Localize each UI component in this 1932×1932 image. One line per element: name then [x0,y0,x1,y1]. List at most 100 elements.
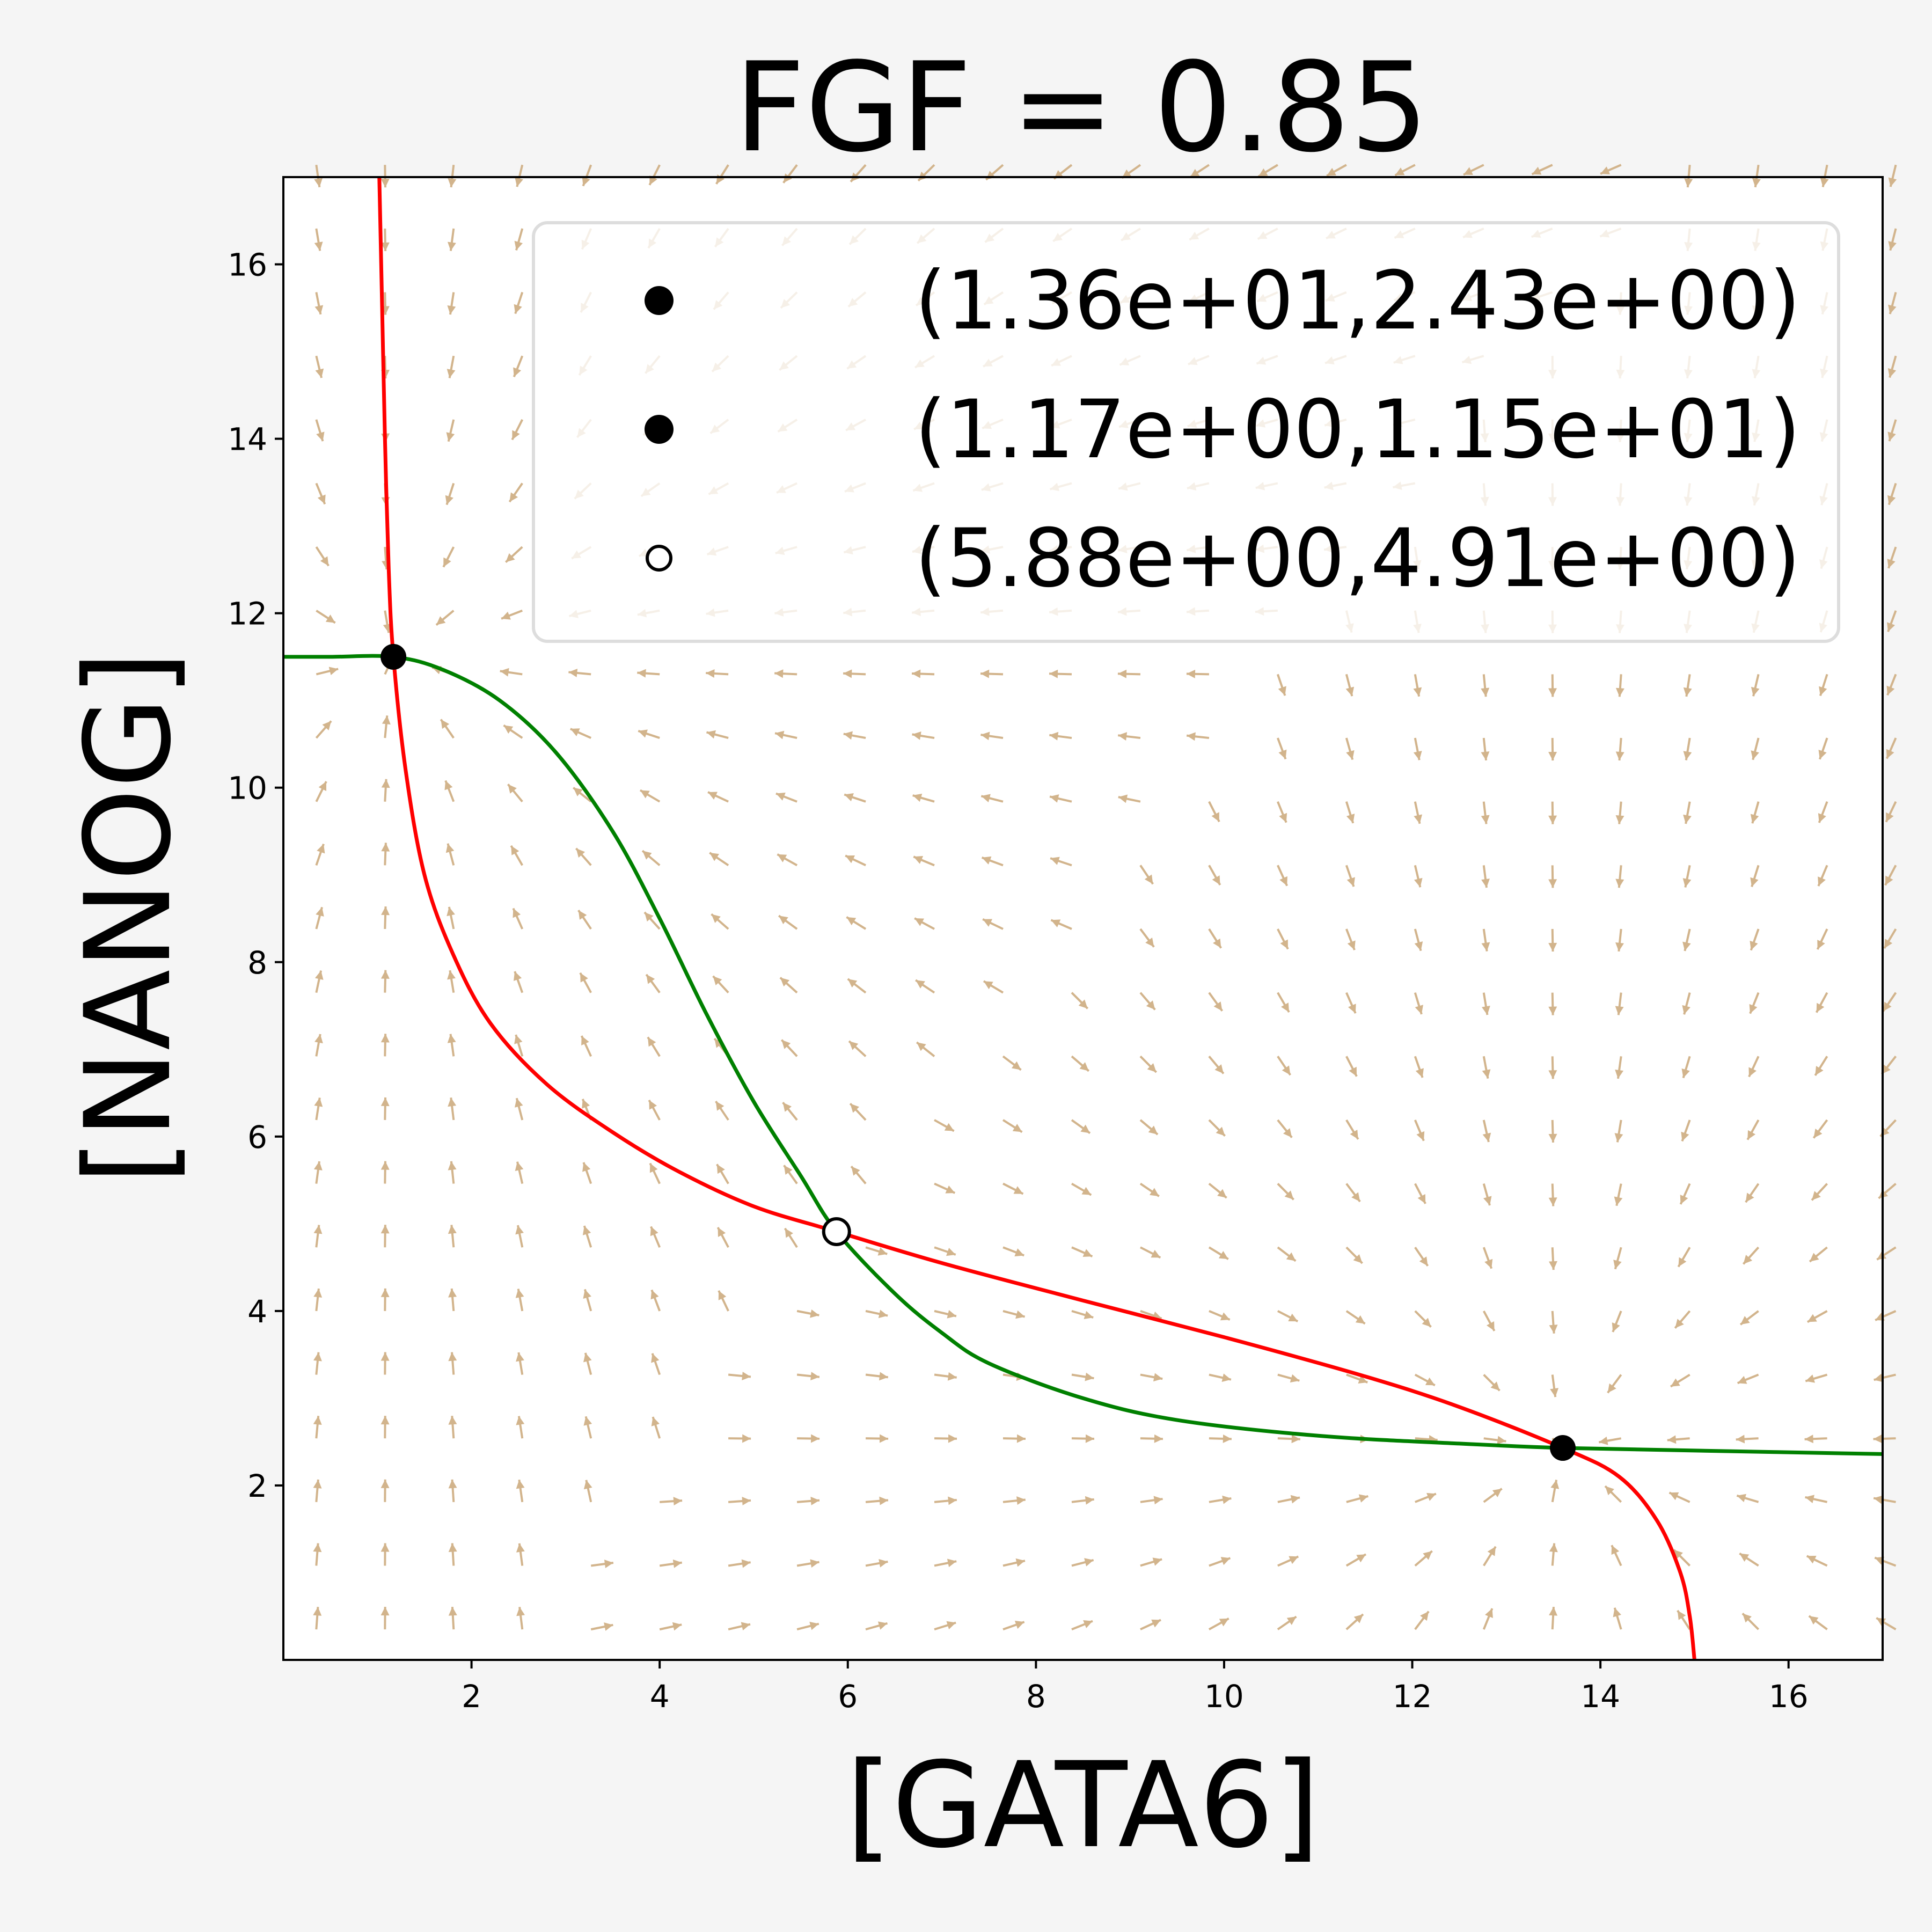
vector-arrow [1615,1056,1624,1079]
vector-arrow [313,1288,323,1312]
vector-arrow [1483,1374,1501,1392]
vector-arrow [982,918,1004,930]
vector-arrow [849,1103,867,1121]
vector-arrow [1277,1495,1300,1504]
vector-arrow [1670,1373,1690,1388]
vector-arrow [1276,737,1287,760]
vector-arrow [381,906,390,930]
vector-arrow [1750,928,1760,951]
vector-arrow [1002,1558,1026,1567]
vector-arrow [1683,801,1692,824]
vector-arrow [1745,1183,1760,1203]
vector-arrow [1887,610,1897,632]
vector-arrow [1326,164,1347,177]
vector-arrow [515,1225,524,1248]
vector-arrow [1613,1247,1622,1270]
vector-arrow [1345,1246,1363,1264]
vector-arrow [508,482,523,503]
vector-arrow [1002,1496,1026,1505]
vector-arrow [1071,1372,1094,1381]
vector-arrow [715,1100,729,1121]
vector-arrow [650,1226,661,1248]
vector-arrow [1117,669,1140,678]
vector-arrow [1414,1183,1426,1204]
vector-arrow [315,781,327,802]
vector-arrow [442,546,455,568]
vector-arrow [844,793,866,803]
vector-arrow [780,1039,798,1057]
vector-arrow [1483,1436,1506,1445]
vector-arrow [718,1290,729,1312]
vector-arrow [573,787,592,803]
vector-arrow [1548,1183,1557,1206]
vector-arrow [1414,992,1423,1015]
vector-arrow [1481,865,1490,888]
vector-arrow [313,1479,322,1502]
vector-arrow [637,669,660,678]
vector-arrow [513,355,524,377]
vector-arrow [380,1161,390,1184]
vector-arrow [515,1161,524,1184]
vector-arrow [1345,674,1355,697]
vector-arrow [1277,1615,1297,1630]
vector-arrow [1071,1434,1094,1443]
vector-arrow [912,731,935,740]
vector-arrow [316,667,339,676]
y-tick-label: 4 [247,1293,267,1330]
vector-arrow [1277,801,1287,823]
vector-arrow [796,1372,820,1381]
vector-arrow [1612,1311,1622,1333]
y-axis-title: [NANOG] [60,651,197,1185]
vector-arrow [1277,1119,1293,1138]
vector-arrow [1481,992,1490,1015]
vector-arrow [1050,919,1072,930]
y-tick-label: 8 [247,945,267,981]
vector-arrow [1208,992,1224,1012]
vector-arrow [1002,1182,1024,1195]
vector-arrow [934,1621,956,1631]
vector-arrow [980,794,1004,803]
vector-arrow [1345,865,1355,887]
legend-label: (5.88e+00,4.91e+00) [915,512,1801,605]
vector-arrow [1805,1495,1828,1504]
vector-arrow [728,1434,751,1443]
vector-arrow [1548,928,1557,952]
vector-arrow [1615,737,1624,761]
vector-arrow [1549,1607,1558,1630]
vector-arrow [516,1479,525,1503]
vector-arrow [1277,1183,1294,1201]
vector-arrow [1208,1183,1227,1199]
vector-arrow [575,847,592,866]
vector-arrow [1189,164,1210,178]
vector-arrow [447,906,455,930]
vector-arrow [1482,1310,1496,1331]
x-axis-ticks: 2 4 6 8 10 12 14 16 [462,1660,1809,1715]
vector-arrow [516,1352,524,1375]
vector-arrow [515,164,524,187]
vector-arrow [1071,1558,1094,1567]
vector-arrow [1682,992,1691,1015]
vector-arrow [1049,669,1072,678]
vector-arrow [1139,928,1155,948]
vector-arrow [1117,732,1141,741]
vector-arrow [865,1496,889,1505]
vector-arrow [583,1480,592,1503]
vector-arrow [380,228,390,251]
vector-arrow [847,978,867,994]
vector-arrow [507,784,523,802]
legend-entry: (1.36e+01,2.43e+00) [645,254,1801,348]
plot-frame [282,176,1884,1661]
vector-arrow [1345,1553,1367,1567]
vector-arrow [1674,1310,1691,1329]
vector-arrow [1002,1434,1026,1443]
vector-arrow [448,1225,457,1248]
vector-arrow [716,1227,729,1248]
vector-arrow [1002,1620,1025,1631]
vector-arrow [1482,1119,1491,1143]
vector-arrow [315,482,326,505]
vector-arrow [503,724,523,739]
vector-arrow [1277,928,1289,950]
vector-arrow [728,1497,751,1505]
vector-arrow [1804,1435,1827,1444]
vector-arrow [934,1246,956,1256]
